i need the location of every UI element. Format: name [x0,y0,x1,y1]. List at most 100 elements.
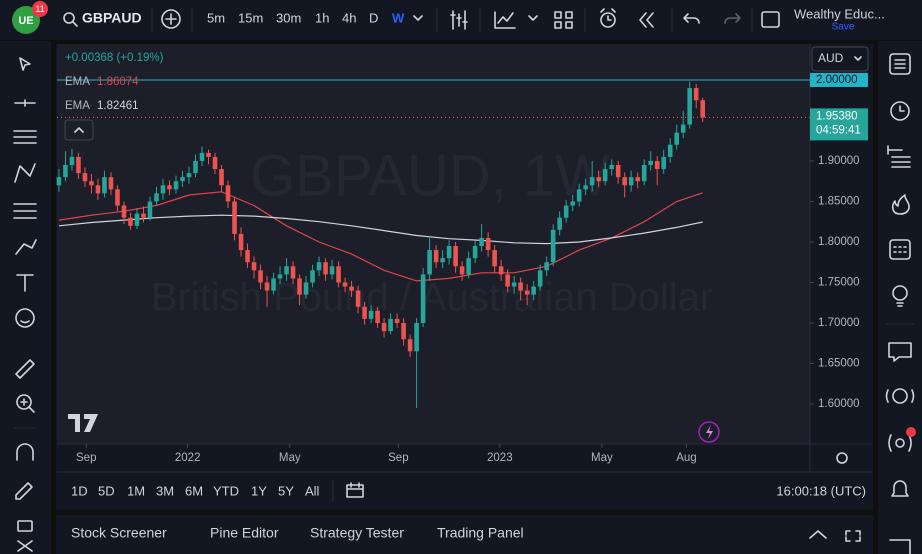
lock-tool[interactable] [17,520,33,532]
zoom-tool[interactable] [16,394,32,410]
watchlist[interactable] [889,53,911,75]
streams[interactable] [895,438,905,448]
clock[interactable]: 16:00:18 (UTC) [776,483,866,498]
intervals: 5m 15m 30m 1h 4h D W [207,10,405,25]
candle-body [596,177,601,182]
currency-box[interactable] [811,46,869,72]
redo[interactable] [724,13,741,24]
collapse-legend[interactable] [64,119,94,141]
panel-tab[interactable]: Trading Panel [437,525,524,541]
badge-bg [32,1,48,17]
candle-body [667,144,673,157]
go-to-date[interactable] [346,482,364,498]
candle-body [82,173,88,182]
ideas[interactable] [892,285,908,301]
range-button[interactable]: 3M [156,483,174,498]
panel-tab[interactable]: Pine Editor [210,525,279,541]
replay[interactable] [639,12,654,28]
hotlists[interactable] [891,194,910,215]
candle-body [212,156,218,170]
panel-tab[interactable]: Stock Screener [71,525,167,541]
interval-menu[interactable] [413,15,423,21]
range-button[interactable]: 1M [127,483,145,498]
notifications[interactable] [891,480,909,497]
indicators-menu[interactable] [528,15,538,21]
layout-name[interactable]: Wealthy Educ... [794,6,885,21]
fib-tool[interactable] [13,130,37,144]
indicators[interactable] [494,11,516,29]
chats[interactable] [888,342,912,362]
chart-type[interactable] [450,10,468,30]
candle-body [63,165,68,178]
interval[interactable]: W [392,10,405,25]
undo[interactable] [683,13,700,24]
range-button[interactable]: 5Y [278,483,294,498]
candle-body [459,266,465,275]
x-tick-label: May [591,452,613,464]
range-button[interactable]: 1Y [251,483,267,498]
collapse-arrow [74,127,84,133]
range-button[interactable]: 5D [98,483,115,498]
tips[interactable] [892,388,908,404]
magnet-tool[interactable] [16,443,34,461]
candle-body [154,193,159,202]
panel-tab[interactable]: Strategy Tester [310,525,404,541]
save[interactable]: Save [832,22,855,33]
forecast-tool[interactable] [13,203,37,219]
candle-body [56,177,62,186]
candle-body [615,165,621,178]
add-symbol[interactable] [161,9,181,29]
search-icon[interactable] [63,12,75,24]
panel-expand[interactable] [809,530,827,539]
candle-body [199,152,205,161]
hide-tool[interactable] [17,540,33,552]
y-tick-label: 1.85000 [818,196,860,208]
alert[interactable] [600,12,616,28]
currency-menu [854,56,862,61]
candle-body [492,250,497,267]
candle-body [323,262,328,275]
data-window[interactable] [887,145,911,168]
candle-body [446,246,452,259]
pattern-tool[interactable] [14,163,36,183]
candle-body [355,290,361,307]
ruler-tool[interactable] [15,359,35,379]
interval[interactable]: 30m [276,10,301,25]
panel-maximize[interactable] [845,530,861,542]
help[interactable] [889,539,911,554]
lightning [706,425,713,439]
range-button[interactable]: YTD [213,483,239,498]
candle-body [641,165,647,182]
symbol[interactable]: GBPAUD [82,10,142,26]
horizontal-line-label-bg [810,72,868,87]
currency[interactable]: AUD [818,51,844,65]
line-tool[interactable] [14,99,36,107]
alerts[interactable] [890,101,910,121]
calendar[interactable] [889,239,911,260]
layout-icon[interactable] [761,11,780,28]
interval[interactable]: 5m [207,10,225,25]
candle-body [193,160,198,174]
logo-mark: UE [18,15,33,27]
interval[interactable]: 4h [342,10,356,25]
x-tick-label: Sep [388,452,408,464]
candle-body [238,233,244,251]
candle-body [479,237,484,247]
cursor-tool[interactable] [19,57,31,71]
range-button[interactable]: 1D [71,483,88,498]
range-button[interactable]: All [305,483,320,498]
settings[interactable] [836,452,848,464]
text-tool[interactable] [16,274,34,292]
interval[interactable]: 15m [238,10,263,25]
brush-tool[interactable] [15,239,37,255]
logo[interactable] [12,6,40,34]
candle-body [375,310,380,323]
emoji-tool[interactable] [15,308,35,328]
candle-body [271,278,276,291]
layouts[interactable] [554,11,573,29]
interval[interactable]: D [369,10,378,25]
draw-mode[interactable] [15,482,33,500]
range-button[interactable]: 6M [185,483,203,498]
interval[interactable]: 1h [315,10,329,25]
candle-body [160,185,166,194]
